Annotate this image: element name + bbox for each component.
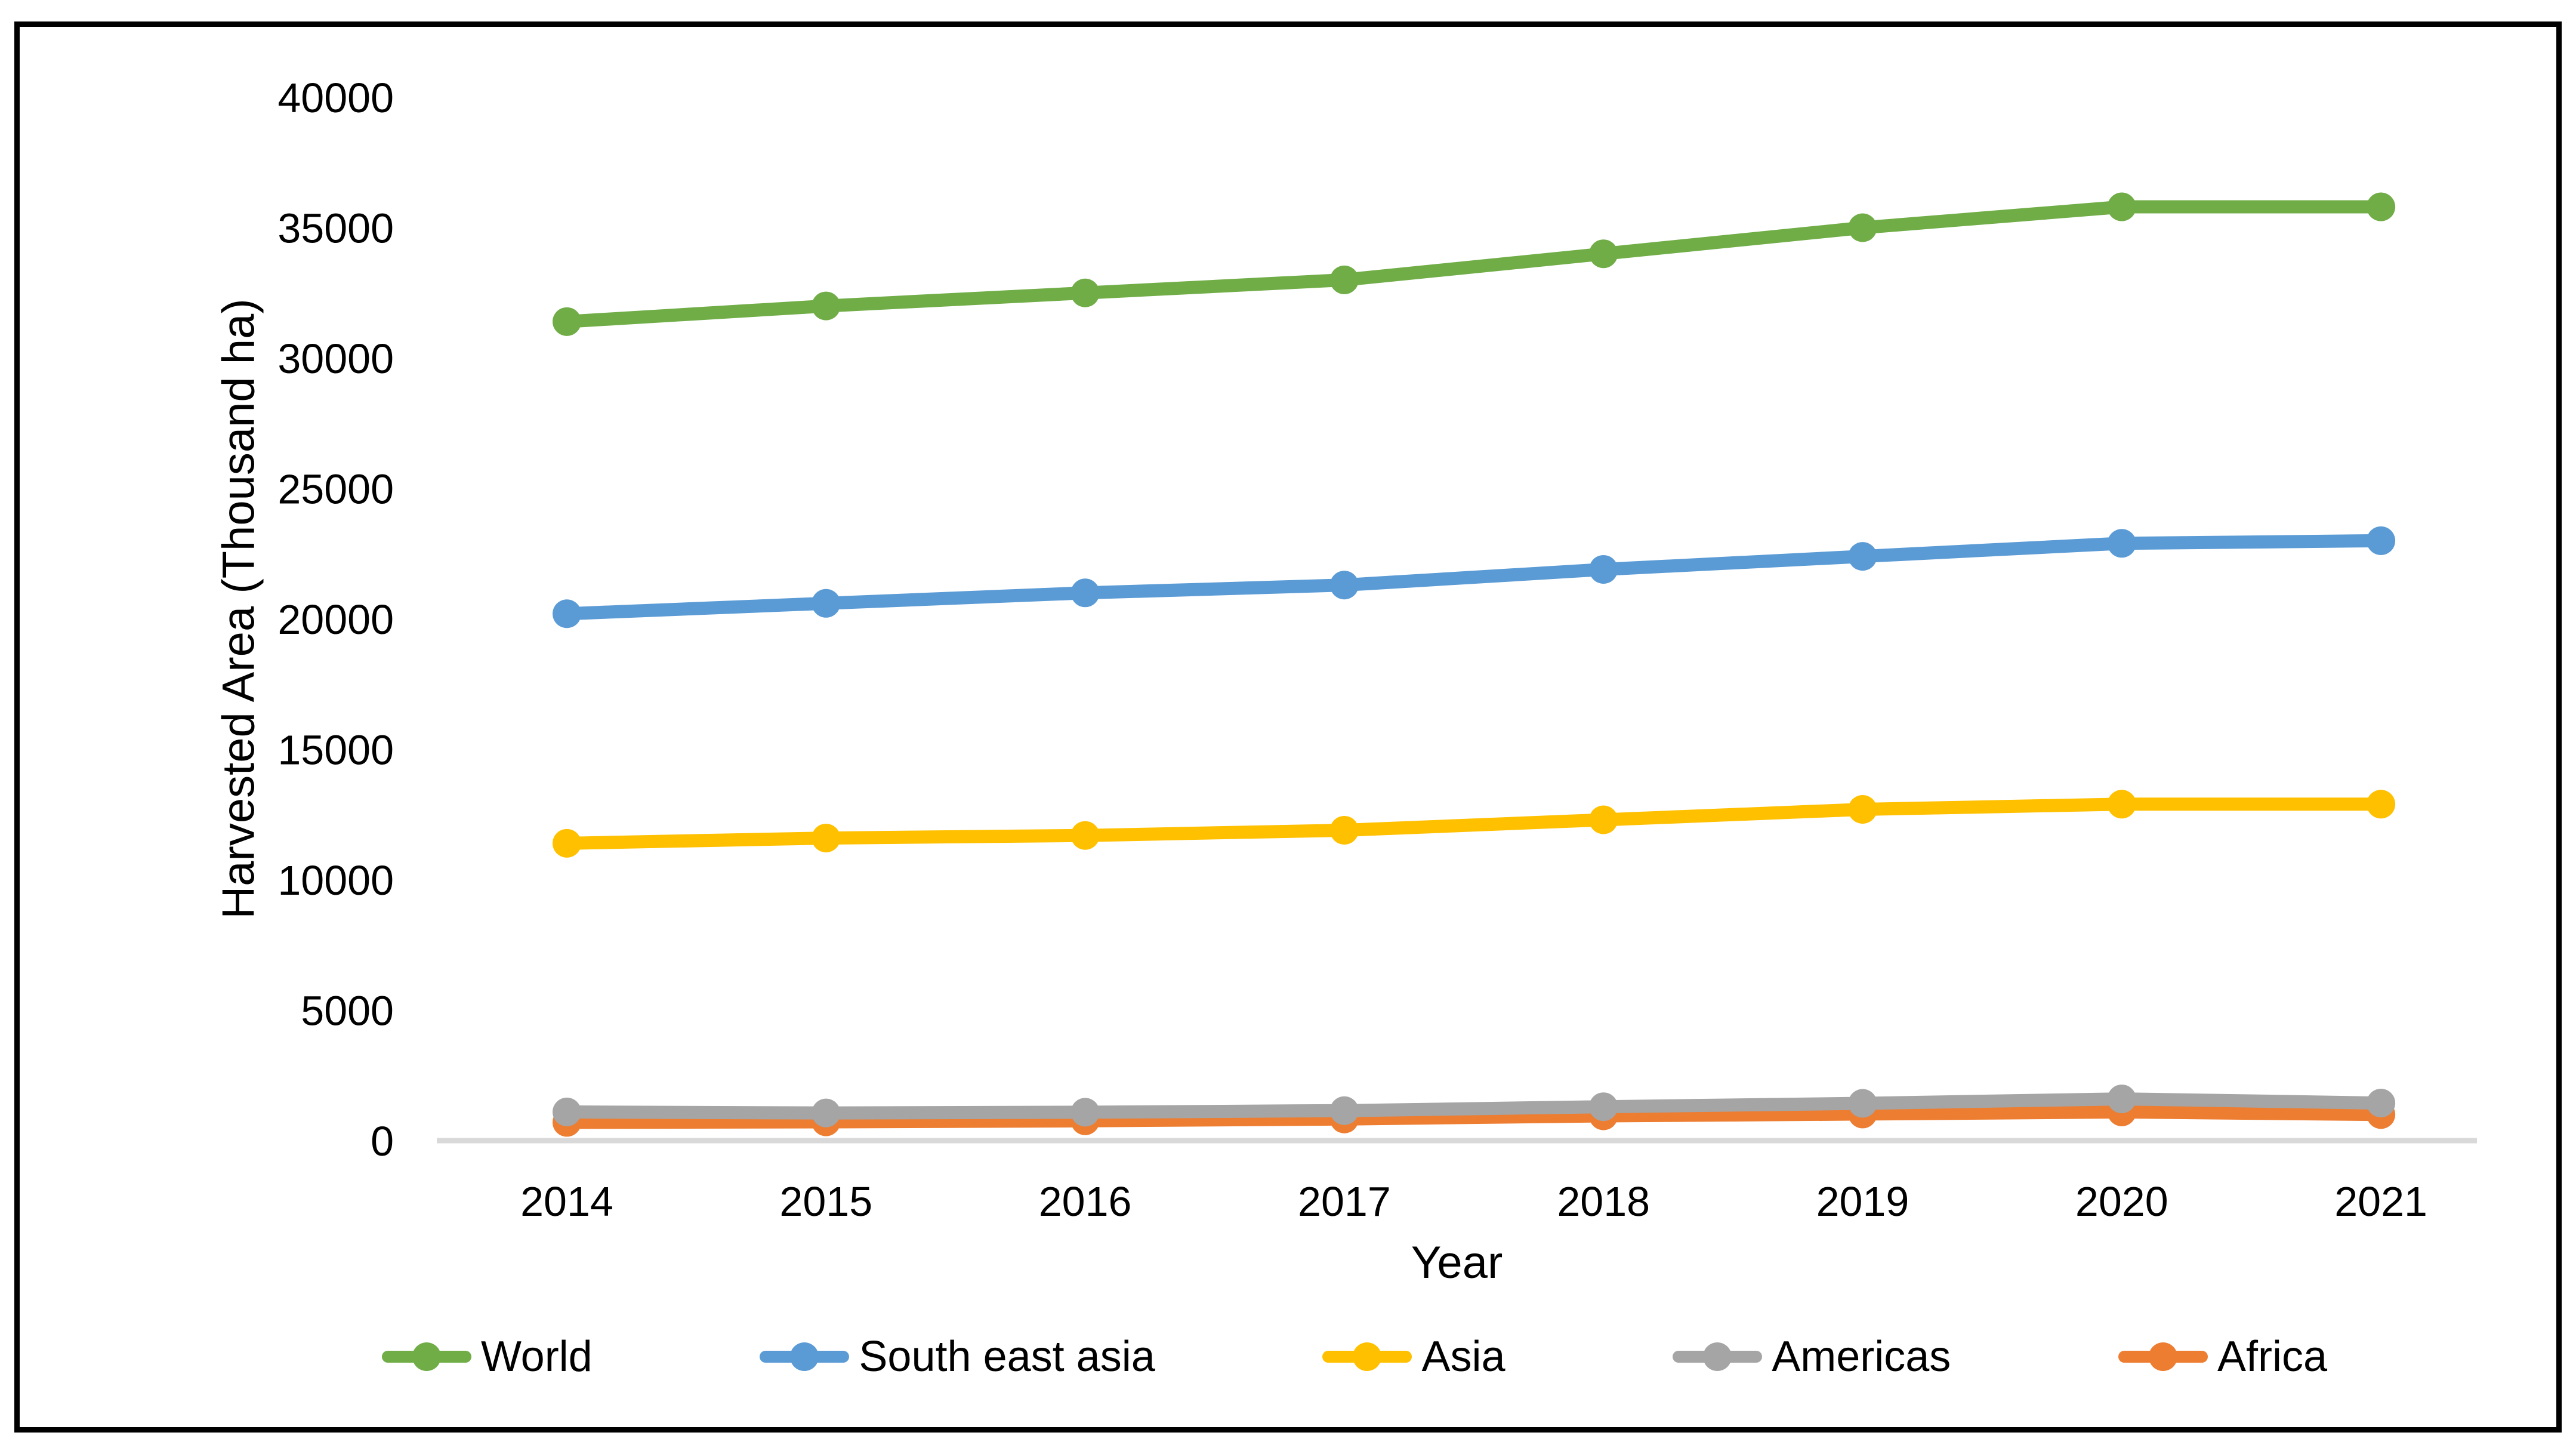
x-tick-label: 2020 (2075, 1178, 2168, 1225)
legend-item-africa: Africa (2118, 1332, 2327, 1381)
data-point-asia-2021 (2367, 790, 2396, 819)
data-point-americas-2018 (1589, 1092, 1618, 1122)
x-axis-title: Year (1411, 1237, 1503, 1288)
y-tick-label: 20000 (277, 596, 394, 643)
data-point-world-2014 (553, 307, 581, 336)
data-point-asia-2019 (1848, 795, 1877, 824)
data-point-asia-2017 (1329, 815, 1359, 845)
data-point-asia-2015 (812, 824, 841, 853)
data-point-south-east-asia-2015 (812, 589, 841, 618)
data-point-world-2015 (812, 291, 841, 321)
y-tick-label: 35000 (277, 205, 394, 252)
legend-dot-icon (2148, 1342, 2177, 1371)
data-point-world-2021 (2367, 192, 2396, 221)
x-tick-label: 2015 (779, 1178, 872, 1225)
legend-line-marker-icon (2118, 1342, 2208, 1371)
legend-line-marker-icon (1322, 1342, 1412, 1371)
legend-label: Africa (2217, 1333, 2327, 1381)
legend-label: Americas (1772, 1333, 1951, 1381)
y-tick-label: 15000 (277, 727, 394, 774)
x-tick-label: 2017 (1298, 1178, 1391, 1225)
legend-dot-icon (1353, 1342, 1382, 1371)
legend-label: Asia (1421, 1333, 1506, 1381)
x-tick-label: 2014 (520, 1178, 613, 1225)
series-line-americas (560, 1092, 2388, 1120)
data-point-asia-2018 (1589, 805, 1618, 834)
data-point-asia-2020 (2107, 790, 2136, 819)
data-point-world-2018 (1589, 239, 1618, 269)
series-line-asia (560, 797, 2388, 850)
legend-label: World (481, 1333, 593, 1381)
legend-label: South east asia (859, 1333, 1155, 1381)
legend-item-americas: Americas (1673, 1332, 1951, 1381)
legend: World South east asia Asia Americas Africa (382, 1324, 2327, 1390)
data-point-south-east-asia-2019 (1848, 542, 1877, 571)
data-point-americas-2019 (1848, 1089, 1877, 1118)
data-point-world-2017 (1329, 265, 1359, 294)
legend-dot-icon (1703, 1342, 1732, 1371)
y-tick-label: 40000 (277, 75, 394, 121)
data-point-south-east-asia-2016 (1070, 578, 1100, 608)
data-point-south-east-asia-2014 (553, 599, 581, 629)
data-point-americas-2020 (2107, 1085, 2136, 1114)
legend-dot-icon (790, 1342, 819, 1371)
data-point-south-east-asia-2021 (2367, 526, 2396, 555)
x-tick-label: 2018 (1557, 1178, 1650, 1225)
x-tick-label: 2016 (1039, 1178, 1132, 1225)
legend-line-marker-icon (382, 1342, 471, 1371)
legend-item-asia: Asia (1322, 1332, 1506, 1381)
data-point-americas-2017 (1329, 1096, 1359, 1125)
data-point-south-east-asia-2020 (2107, 529, 2136, 558)
series-line-world (560, 200, 2388, 328)
data-point-americas-2016 (1070, 1098, 1100, 1127)
y-tick-label: 10000 (277, 857, 394, 904)
series-line-south-east-asia (560, 534, 2388, 621)
y-tick-label: 5000 (301, 988, 394, 1034)
legend-dot-icon (412, 1342, 441, 1371)
x-tick-label: 2021 (2334, 1178, 2427, 1225)
legend-item-south-east-asia: South east asia (760, 1332, 1155, 1381)
data-point-asia-2014 (553, 828, 581, 858)
legend-line-marker-icon (760, 1342, 850, 1371)
data-point-world-2019 (1848, 213, 1877, 242)
legend-item-world: World (382, 1332, 593, 1381)
data-point-south-east-asia-2017 (1329, 571, 1359, 600)
series-line-africa (560, 1105, 2388, 1129)
y-tick-label: 0 (371, 1118, 394, 1165)
data-point-world-2016 (1070, 278, 1100, 307)
y-axis-title: Harvested Area (Thousand ha) (213, 298, 264, 919)
y-tick-label: 30000 (277, 335, 394, 382)
data-point-americas-2014 (553, 1097, 581, 1126)
data-point-world-2020 (2107, 192, 2136, 221)
data-point-south-east-asia-2018 (1589, 555, 1618, 584)
data-point-americas-2015 (812, 1098, 841, 1128)
data-point-americas-2021 (2367, 1089, 2396, 1118)
y-tick-label: 25000 (277, 466, 394, 513)
legend-line-marker-icon (1673, 1342, 1763, 1371)
x-tick-label: 2019 (1816, 1178, 1909, 1225)
data-point-asia-2016 (1070, 821, 1100, 850)
